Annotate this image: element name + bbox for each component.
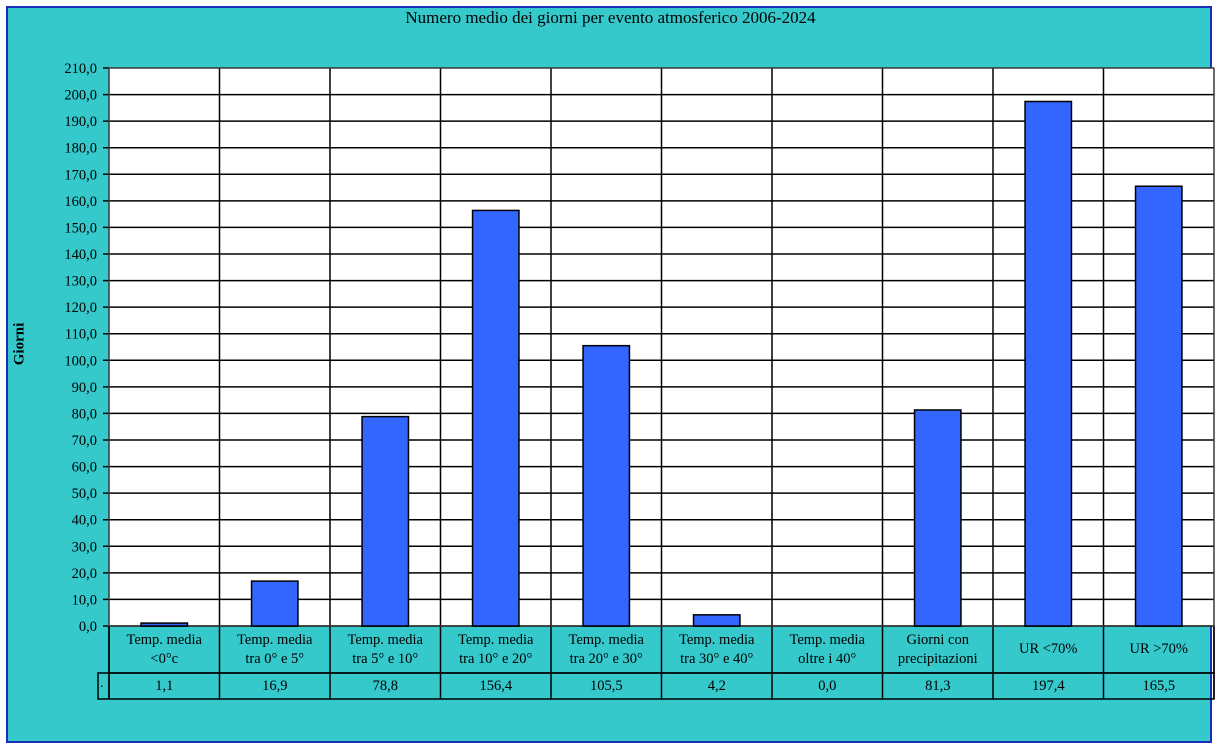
y-tick-label: 100,0 [64,353,97,369]
y-tick-label: 40,0 [72,513,97,529]
value-label: 78,8 [372,678,398,694]
y-tick-label: 20,0 [72,566,97,582]
value-label: 165,5 [1142,678,1176,694]
value-label: 4,2 [707,678,726,694]
y-tick-label: 140,0 [64,247,97,263]
bar [582,344,631,627]
category-label: Temp. media tra 10° e 20° [458,631,534,667]
chart-title: Numero medio dei giorni per evento atmos… [405,8,816,27]
y-tick-label: 150,0 [64,220,97,236]
y-tick-label: 60,0 [72,460,97,476]
data-table-marker: . [100,676,104,691]
bar [692,614,741,627]
bar [1024,100,1073,627]
category-label: Temp. media <0°c [126,631,203,667]
y-tick-label: 80,0 [72,406,97,422]
category-label: Giorni con precipitazioni [897,631,978,667]
value-label: 16,9 [262,678,288,694]
value-label: 1,1 [155,678,174,694]
category-label: UR <70% [1018,641,1078,657]
category-label: Temp. media tra 20° e 30° [568,631,645,667]
y-tick-label: 130,0 [64,274,97,290]
y-tick-label: 0,0 [79,619,97,635]
category-label: Temp. media tra 30° e 40° [679,631,755,667]
category-label: UR >70% [1129,641,1189,657]
y-tick-label: 90,0 [72,380,97,396]
y-tick-label: 170,0 [64,167,97,183]
value-label: 0,0 [818,678,837,694]
y-tick-label: 120,0 [64,300,97,316]
y-tick-label: 50,0 [72,486,97,502]
y-tick-label: 70,0 [72,433,97,449]
y-tick-label: 200,0 [64,88,97,104]
value-label: 156,4 [479,678,513,694]
bar [140,622,189,627]
y-tick-label: 180,0 [64,141,97,157]
bar [1134,185,1183,627]
y-tick-label: 30,0 [72,539,97,555]
bar [250,580,299,627]
value-label: 197,4 [1031,678,1065,694]
bar [361,415,410,627]
value-label: 105,5 [589,678,623,694]
value-label: 81,3 [925,678,951,694]
bar [471,209,520,627]
y-tick-label: 110,0 [65,327,97,343]
y-tick-label: 10,0 [72,592,97,608]
y-tick-label: 190,0 [64,114,97,130]
category-label: Temp. media tra 0° e 5° [237,631,313,667]
y-tick-label: 160,0 [64,194,97,210]
category-label: Temp. media oltre i 40° [789,631,866,667]
category-label: Temp. media tra 5° e 10° [347,631,424,667]
bar [913,409,962,627]
plot-border [108,67,1215,627]
table-value-row [97,672,1215,700]
y-tick-label: 210,0 [64,61,97,77]
